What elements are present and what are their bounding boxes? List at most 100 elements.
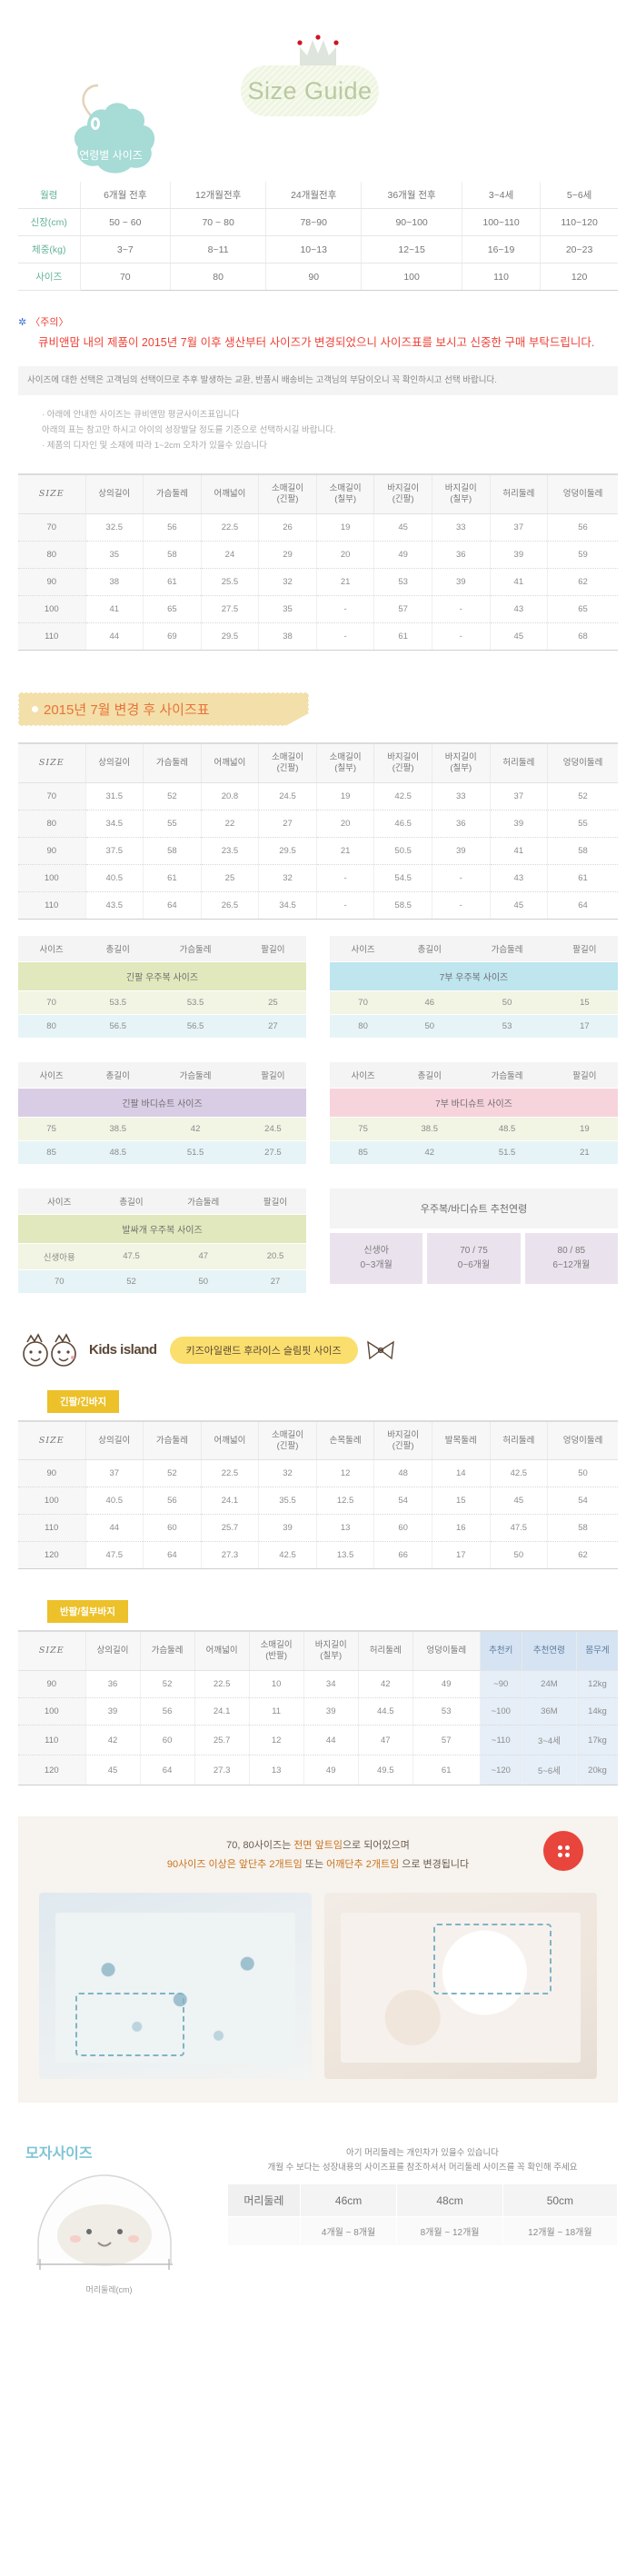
table-row: 70 53.5 53.5 25 — [18, 990, 306, 1015]
measure-cell: 52 — [140, 1670, 195, 1699]
table-row: 120 45 64 27.3 13 49 49.5 61 ~120 5~6세 20kg — [18, 1755, 618, 1786]
sub-caption-body: 긴팔 바디슈트 사이즈 — [18, 1088, 306, 1118]
table-row: 75 38.5 48.5 19 — [330, 1117, 618, 1141]
table-row: 85 42 51.5 21 — [330, 1140, 618, 1165]
size-cell: 120 — [18, 1755, 86, 1786]
age-row-label: 신장(cm) — [18, 208, 81, 236]
sub-size-table: 긴팔 우주복 사이즈 사이즈 총길이 가슴둘레 팔길이 70 53.5 53.5 25 80 56.… — [18, 935, 306, 1039]
sub-cell: 25 — [239, 990, 306, 1015]
measure-cell: 12 — [316, 1459, 375, 1488]
size-cell: 80 — [18, 810, 86, 838]
measure-cell: 20.8 — [201, 782, 260, 811]
sub-table-caption-row: 발싸개 우주복 사이즈 — [18, 1214, 306, 1244]
sub-caption-body: 7부 바디슈트 사이즈 — [330, 1088, 618, 1118]
age-cell: 100~110 — [462, 208, 542, 236]
sub-size-table: 7부 우주복 사이즈 사이즈 총길이 가슴둘레 팔길이 70 46 50 15 80 50 53 17 — [330, 935, 618, 1039]
age-cell: 12개월전후 — [170, 182, 267, 209]
measure-cell: 66 — [373, 1541, 432, 1570]
size-cell: 70 — [18, 513, 86, 542]
table-header-row: SIZE 상의길이 가슴둘레 어깨넓이 소매길이 (반팔) 바지길이 (칠부) 허리둘레 엉덩이둘… — [18, 1630, 618, 1672]
measure-cell: 49.5 — [358, 1755, 413, 1786]
sub-table-head: 사이즈 총길이 가슴둘레 팔길이 — [18, 1061, 306, 1089]
ki-short-head: SIZE 상의길이 가슴둘레 어깨넓이 소매길이 (반팔) 바지길이 (칠부) 허리둘레 엉덩이둘… — [18, 1630, 618, 1672]
col-header: 손목둘레 — [316, 1419, 375, 1461]
notice-grey-bar: 사이즈에 대한 선택은 고객님의 선택이므로 추후 발생하는 교환, 반품시 배… — [18, 366, 618, 396]
sub-cell: 17 — [551, 1014, 618, 1039]
cloud-tag-icon — [74, 84, 155, 174]
sub-cell: 27 — [244, 1269, 306, 1294]
head-size-body: 4개월 ~ 8개월 8개월 ~ 12개월 12개월 ~ 18개월 — [227, 2216, 619, 2247]
measure-cell: 22.5 — [201, 1459, 260, 1488]
ribbon-bow-icon — [366, 1340, 394, 1359]
sub-col-header: 총길이 — [100, 1188, 163, 1215]
age-cell: 3~4세 — [462, 182, 542, 209]
measure-cell: 20 — [316, 541, 375, 569]
sub-col-header: 팔길이 — [551, 935, 618, 962]
col-header: 엉덩이둘레 — [547, 1419, 618, 1461]
sub-cell: 56.5 — [84, 1014, 152, 1039]
size-cell: 100 — [18, 595, 86, 623]
age-cell: 16~19 — [462, 235, 542, 264]
age-cell: 78~90 — [265, 208, 363, 236]
measure-cell: 12kg — [576, 1670, 618, 1699]
sub-col-header: 팔길이 — [551, 1061, 618, 1089]
sub-col-header: 팔길이 — [239, 1061, 306, 1089]
sub-cell: 85 — [330, 1140, 397, 1165]
measure-cell: 68 — [547, 622, 618, 651]
sub-cell: 27.5 — [239, 1140, 306, 1165]
sub-table-col: 긴팔 우주복 사이즈 사이즈 총길이 가슴둘레 팔길이 70 53.5 53.5 25 80 56.… — [18, 935, 306, 1039]
table-row: 70 46 50 15 — [330, 990, 618, 1015]
col-header: 어깨넓이 — [194, 1630, 250, 1672]
measure-cell: 27.5 — [201, 595, 260, 623]
table-row: 신생아용 47.5 47 20.5 — [18, 1243, 306, 1270]
table-header-row: SIZE 상의길이 가슴둘레 어깨넓이 소매길이 (긴팔) 소매길이 (칠부) 바지길이 (긴팔)… — [18, 473, 618, 514]
measure-cell: 46.5 — [373, 810, 432, 838]
measure-cell: 58 — [143, 837, 202, 865]
star-icon: ✲ — [18, 317, 27, 328]
banner-2015-label: 2015년 7월 변경 후 사이즈표 — [44, 701, 210, 718]
sub-col-header: 가슴둘레 — [151, 1061, 240, 1089]
sub-col-header: 사이즈 — [18, 1188, 101, 1215]
sub-cell: 신생아용 — [18, 1243, 101, 1270]
measure-cell: 5~6세 — [522, 1755, 577, 1786]
kids-island-sub1: 긴팔/긴바지 — [47, 1389, 120, 1413]
sub-col-header: 총길이 — [84, 935, 152, 962]
table-row: 110 44 60 25.7 39 13 60 16 47.5 58 — [18, 1514, 618, 1543]
measure-cell: 65 — [547, 595, 618, 623]
measure-cell: 17 — [432, 1541, 491, 1570]
measure-cell: 33 — [432, 782, 491, 811]
measure-cell: 43 — [490, 595, 549, 623]
measure-cell: 50 — [490, 1541, 549, 1570]
col-header: 가슴둘레 — [143, 1419, 202, 1461]
table-header-row: 사이즈 총길이 가슴둘레 팔길이 — [18, 935, 306, 962]
notice-title-row: ✲ 〈주의〉 — [18, 314, 618, 329]
sub-cell: 50 — [162, 1269, 245, 1294]
measure-cell: 58.5 — [373, 891, 432, 920]
measure-cell: 61 — [143, 864, 202, 892]
baby-head-icon — [36, 2174, 173, 2270]
size-cell: 110 — [18, 891, 86, 920]
table-row: 120 47.5 64 27.3 42.5 13.5 66 17 50 62 — [18, 1541, 618, 1570]
table-row: 80 56.5 56.5 27 — [18, 1014, 306, 1039]
measure-cell: 53 — [373, 568, 432, 596]
size-cell: 70 — [18, 782, 86, 811]
measure-cell: - — [432, 622, 491, 651]
fabric-pattern-bears — [55, 1912, 295, 2063]
age-recommend-cell-bottom: 0~6개월 — [457, 1259, 491, 1270]
size-guide-title-pill: Size Guide — [241, 65, 379, 116]
sub-cell: 42 — [151, 1117, 240, 1141]
photo-panel-line1: 70, 80사이즈는 전면 앞트임으로 되어있으며 — [226, 1840, 410, 1852]
measure-cell: 39 — [432, 568, 491, 596]
table-row: 70 32.5 56 22.5 26 19 45 33 37 56 — [18, 513, 618, 542]
measure-cell: 29.5 — [201, 622, 260, 651]
measure-cell: 53 — [412, 1697, 481, 1726]
sub-table-caption: 7부 바디슈트 사이즈 — [330, 1088, 618, 1118]
measure-cell: 49 — [373, 541, 432, 569]
measure-cell: 57 — [373, 595, 432, 623]
measure-cell: - — [432, 864, 491, 892]
table-header-row: 사이즈 총길이 가슴둘레 팔길이 — [330, 935, 618, 962]
ki-long-body: 90 37 52 22.5 32 12 48 14 42.5 50 100 40.5 56 24.1 35.… — [18, 1459, 618, 1570]
size-cell: 100 — [18, 1487, 86, 1516]
measure-cell: 36 — [432, 541, 491, 569]
head-size-table: 머리둘레 46cm 48cm 50cm 4개월 ~ 8개월 8개월 ~ 12개월 12개월… — [227, 2183, 619, 2247]
